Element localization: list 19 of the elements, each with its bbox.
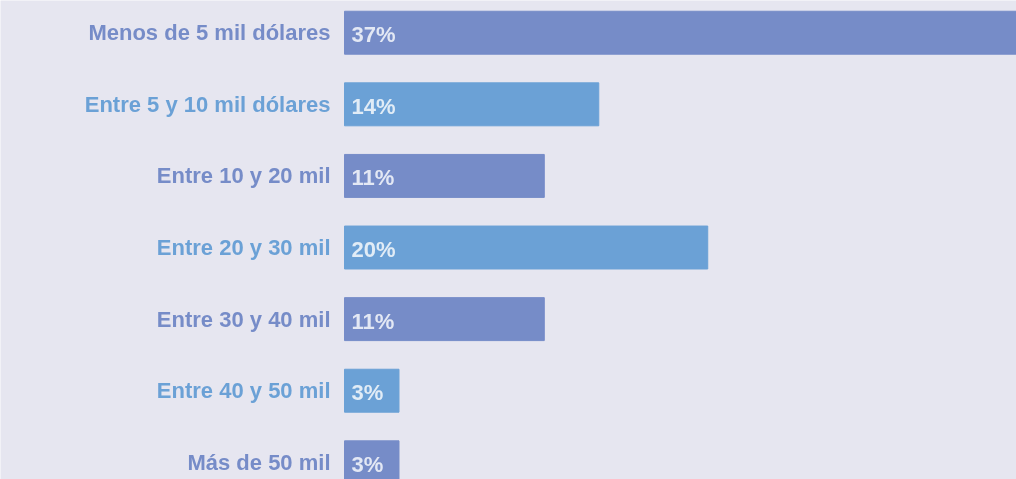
bar — [344, 225, 709, 270]
bar — [344, 153, 545, 198]
bar — [344, 82, 600, 127]
y-tick-label: Menos de 5 mil dólares — [88, 20, 331, 46]
data-label: 20% — [351, 237, 396, 263]
y-tick-label: Entre 10 y 20 mil — [156, 163, 331, 189]
bar — [344, 10, 1016, 55]
data-label: 37% — [351, 22, 396, 48]
y-tick-label: Entre 20 y 30 mil — [156, 235, 331, 261]
data-label: 3% — [351, 451, 384, 477]
y-tick-label: Más de 50 mil — [187, 449, 331, 475]
data-label: 11% — [351, 165, 395, 191]
data-label: 11% — [351, 308, 395, 334]
y-tick-label: Entre 5 y 10 mil dólares — [84, 91, 331, 117]
y-tick-label: Entre 30 y 40 mil — [156, 306, 331, 332]
y-tick-label: Entre 40 y 50 mil — [156, 378, 331, 404]
data-label: 3% — [351, 380, 384, 406]
bar — [344, 297, 545, 342]
data-label: 14% — [351, 93, 396, 119]
